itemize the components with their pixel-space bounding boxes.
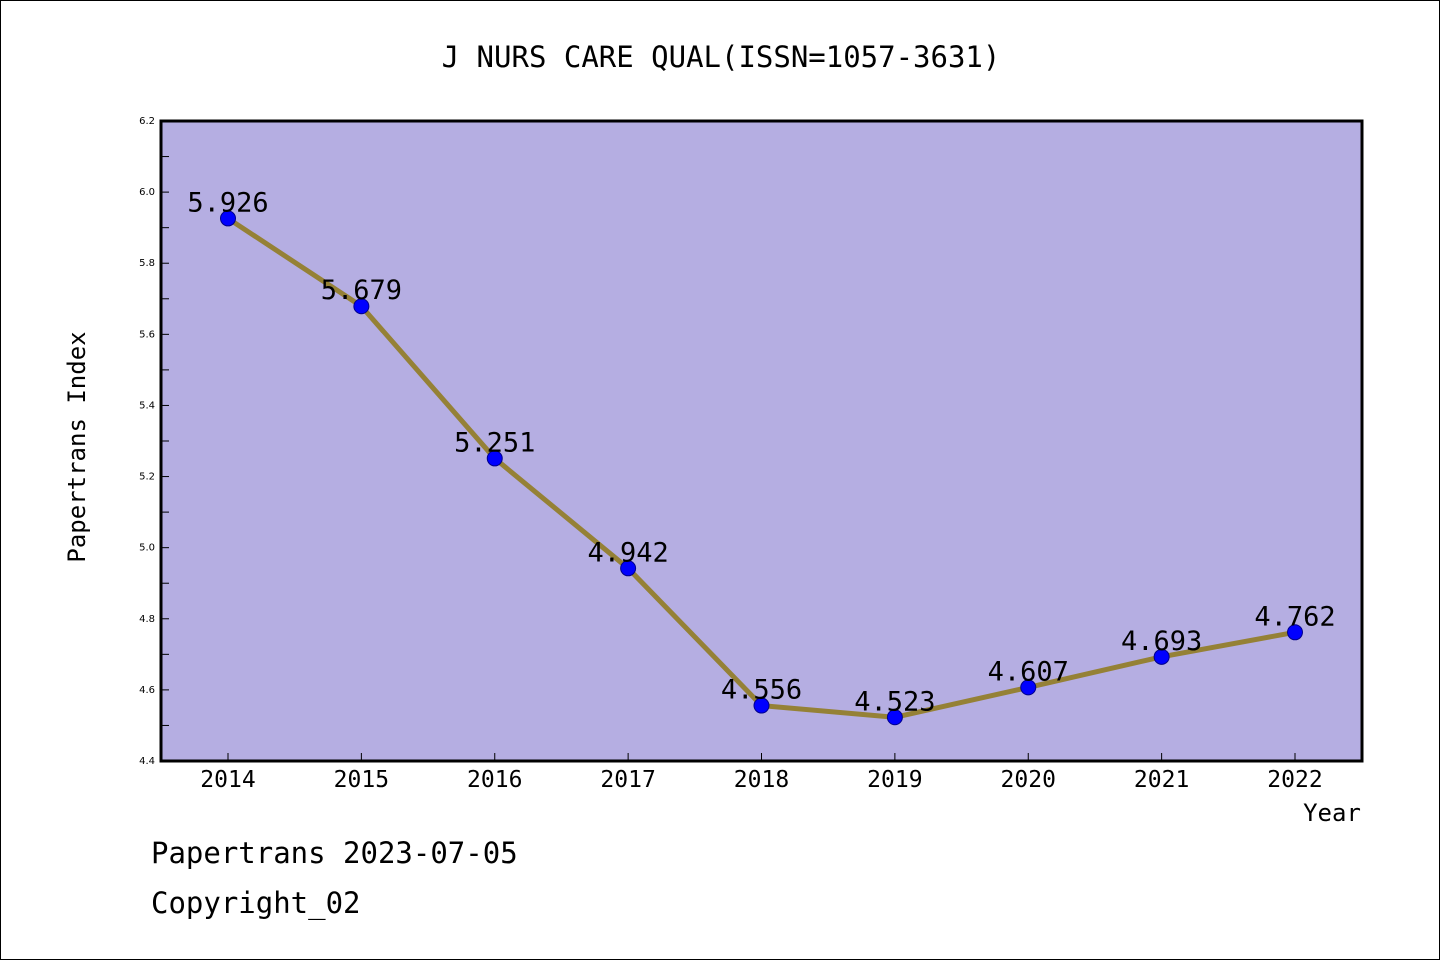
x-axis: 2014 2015 2016 2017 2018 2019 2020 2021 2022 [200,753,1323,793]
x-tick-label: 2015 [334,767,389,793]
x-tick-label: 2018 [734,767,789,793]
data-label: 4.762 [1254,601,1335,632]
x-tick-label: 2016 [467,767,522,793]
y-axis: 4.4 4.6 4.8 5.0 5.2 5.4 5.6 5.8 6.0 6.2 [139,116,169,767]
data-points [220,210,1303,726]
x-tick-label: 2017 [600,767,655,793]
data-label: 4.607 [988,656,1069,687]
y-tick-label: 5.2 [139,472,155,483]
y-axis-label: Papertrans Index [63,331,91,562]
plot-area [159,119,1364,763]
footer-date: Papertrans 2023-07-05 [151,836,518,870]
data-label: 4.942 [587,537,668,568]
data-point [1287,624,1303,641]
x-tick-label: 2020 [1001,767,1056,793]
y-tick-label: 4.4 [139,756,155,767]
x-tick-label: 2014 [200,767,255,793]
data-point [220,210,236,227]
y-tick-label: 4.6 [139,685,155,696]
chart-title: J NURS CARE QUAL(ISSN=1057-3631) [442,40,1001,74]
y-tick-label: 5.8 [139,258,155,269]
y-tick-label: 5.4 [139,400,155,411]
footer-copyright: Copyright_02 [151,886,361,920]
data-label: 5.926 [187,187,268,218]
data-label: 4.523 [854,686,935,717]
data-point [753,697,770,714]
data-labels: 5.926 5.679 5.251 4.942 4.556 4.523 4.607 4.693… [187,187,1335,717]
x-tick-label: 2021 [1134,767,1189,793]
x-tick-label: 2022 [1267,767,1322,793]
data-point [886,709,903,726]
data-label: 4.556 [721,675,802,706]
data-point [620,560,637,577]
data-point [1020,679,1037,696]
x-axis-label: Year [1303,799,1361,827]
data-point [486,450,503,467]
y-tick-label: 6.2 [139,116,155,127]
data-label: 5.679 [321,275,402,306]
data-label: 4.693 [1121,626,1202,657]
y-tick-label: 4.8 [139,614,155,625]
y-tick-label: 5.6 [139,329,155,340]
y-tick-label: 6.0 [139,187,155,198]
x-tick-label: 2019 [867,767,922,793]
data-label: 5.251 [454,427,535,458]
data-point [1153,648,1170,665]
y-tick-label: 5.0 [139,543,155,554]
data-point [353,298,370,315]
